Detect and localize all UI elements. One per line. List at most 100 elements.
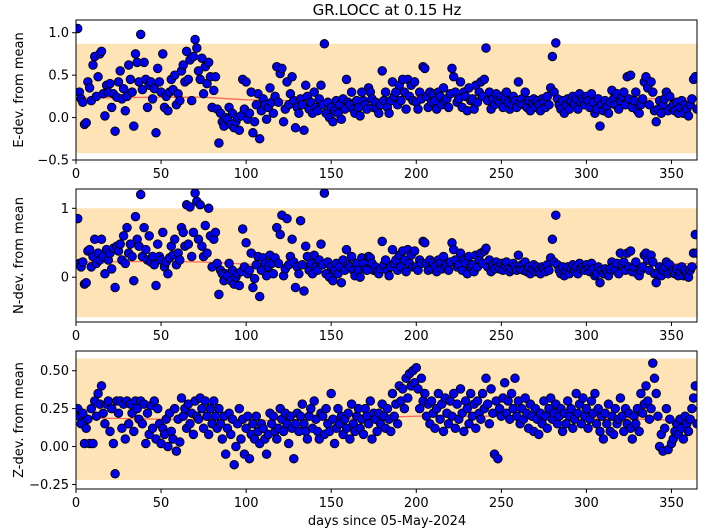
data-point	[481, 243, 491, 254]
data-point	[692, 248, 697, 258]
data-point	[273, 258, 284, 269]
data-point	[326, 388, 336, 399]
data-point	[396, 95, 406, 106]
data-point	[401, 104, 411, 114]
y-axis-label: Z-dev. from mean	[12, 362, 27, 478]
data-point	[438, 251, 449, 262]
data-point	[152, 63, 163, 74]
data-point	[450, 423, 461, 434]
data-point	[384, 271, 394, 281]
data-point	[545, 393, 556, 403]
data-point	[297, 399, 308, 409]
data-point	[129, 121, 139, 131]
data-point	[651, 388, 661, 399]
data-point	[115, 239, 125, 249]
data-point	[367, 434, 377, 444]
data-point	[438, 83, 449, 93]
data-point	[299, 419, 309, 429]
x-tick-label: 100	[234, 167, 259, 182]
data-point	[358, 429, 369, 440]
y-tick-label: −0.5	[37, 154, 69, 169]
data-point	[448, 388, 459, 399]
data-point	[386, 426, 396, 437]
data-point	[387, 388, 398, 399]
data-point	[397, 384, 408, 394]
data-point	[289, 453, 299, 464]
data-point	[583, 423, 593, 434]
data-point	[290, 123, 301, 133]
data-point	[619, 87, 629, 97]
data-point	[346, 251, 357, 262]
axes-frame	[75, 188, 698, 323]
data-point	[137, 84, 148, 95]
data-point	[690, 381, 697, 391]
data-point	[125, 239, 136, 249]
data-point	[81, 423, 91, 434]
data-point	[520, 87, 530, 97]
data-point	[151, 280, 161, 291]
data-point	[210, 227, 221, 238]
data-point	[413, 384, 423, 394]
data-point	[552, 419, 563, 429]
data-point	[268, 108, 279, 119]
data-point	[687, 94, 697, 104]
data-point	[120, 258, 131, 269]
x-tick-label: 300	[574, 496, 599, 511]
data-point	[158, 49, 168, 59]
data-point	[598, 434, 609, 444]
data-point	[646, 403, 656, 414]
data-point	[236, 434, 246, 444]
x-tick-label: 350	[659, 496, 684, 511]
data-point	[482, 399, 493, 409]
data-point	[648, 358, 658, 368]
data-point	[430, 423, 440, 434]
x-tick-label: 250	[489, 167, 514, 182]
x-tick-label: 150	[319, 167, 344, 182]
data-point	[644, 414, 655, 424]
data-point	[181, 46, 192, 57]
data-point	[93, 72, 103, 82]
data-point	[277, 63, 287, 74]
data-point	[188, 51, 199, 62]
data-point	[438, 426, 449, 437]
data-point	[481, 373, 491, 384]
data-point	[163, 269, 173, 279]
data-point	[117, 423, 127, 434]
data-point	[100, 419, 110, 429]
data-point	[603, 399, 614, 409]
data-point	[203, 57, 214, 68]
plot-area	[76, 23, 697, 154]
data-point	[129, 426, 139, 437]
data-point	[193, 414, 204, 424]
panels: 0 50 100 150 200 250 300 350−0.50.00.51.0E-dev.…	[12, 19, 698, 511]
data-point	[637, 94, 648, 104]
data-point	[687, 403, 697, 414]
data-point	[544, 100, 554, 110]
data-point	[637, 408, 648, 418]
data-point	[355, 272, 365, 282]
data-point	[590, 388, 600, 399]
data-point	[106, 403, 117, 414]
data-point	[115, 66, 125, 76]
data-point	[106, 264, 117, 274]
data-point	[123, 60, 134, 70]
data-point	[185, 202, 195, 212]
y-tick-label: 0.25	[40, 402, 69, 417]
data-point	[687, 262, 697, 272]
data-point	[100, 269, 110, 279]
data-point	[123, 419, 134, 429]
data-point	[481, 43, 491, 53]
y-tick-label: −0.25	[29, 478, 69, 493]
data-point	[452, 399, 462, 409]
data-point	[377, 66, 387, 76]
data-point	[692, 419, 697, 429]
data-point	[254, 291, 265, 302]
data-point	[234, 280, 245, 291]
x-tick-label: 50	[153, 496, 170, 511]
data-point	[186, 95, 197, 106]
data-point	[283, 438, 294, 449]
axes-frame	[75, 350, 698, 490]
data-point	[534, 429, 544, 440]
x-tick-label: 50	[153, 167, 170, 182]
data-point	[360, 403, 370, 414]
